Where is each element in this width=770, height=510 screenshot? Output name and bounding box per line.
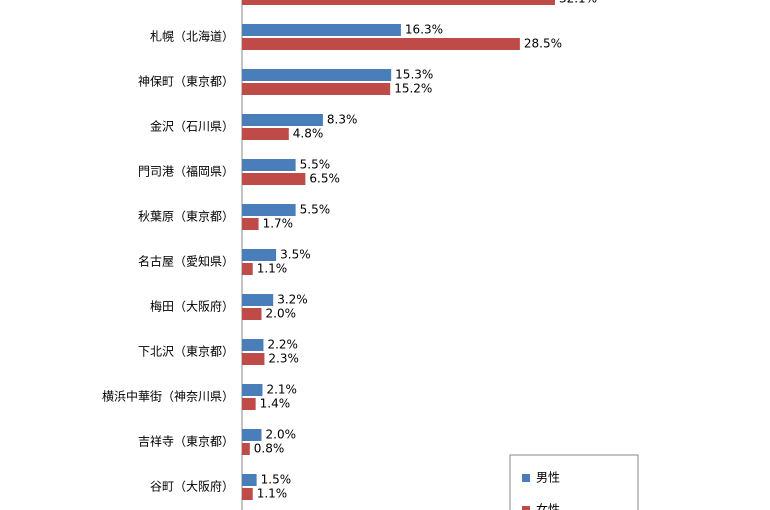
bar (242, 38, 520, 50)
bar (242, 443, 250, 455)
value-label: 1.5% (261, 473, 292, 487)
value-label: 1.1% (257, 262, 288, 276)
category-label: 下北沢（東京都） (138, 345, 234, 359)
bar (242, 128, 289, 140)
value-label: 3.5% (280, 248, 311, 262)
bar (242, 384, 263, 396)
bar (242, 114, 323, 126)
value-label: 2.2% (267, 338, 298, 352)
category-label: 金沢（石川県） (150, 119, 234, 134)
legend-label: 男性 (536, 471, 560, 485)
value-label: 15.2% (394, 82, 432, 96)
value-label: 1.1% (257, 487, 288, 501)
bar (242, 398, 256, 410)
category-label: 吉祥寺（東京都） (138, 435, 234, 449)
legend-swatch (522, 506, 530, 510)
category-label: 横浜中華街（神奈川県） (102, 389, 234, 404)
legend (509, 454, 639, 510)
bar (242, 353, 265, 365)
bar (242, 308, 262, 320)
bar (242, 339, 264, 351)
value-label: 2.3% (268, 352, 299, 366)
category-label: 門司港（福岡県） (138, 164, 234, 179)
category-label: 秋葉原（東京都） (138, 210, 234, 224)
bar (242, 69, 392, 81)
value-label: 28.5% (524, 37, 562, 51)
bar (242, 249, 277, 261)
category-label: 谷町（大阪府） (150, 479, 234, 494)
bar (242, 429, 262, 441)
category-label: 名古屋（愛知県） (138, 254, 234, 269)
bar (242, 173, 306, 185)
category-label: 梅田（大阪府） (150, 299, 234, 314)
value-label: 8.3% (327, 113, 358, 127)
bar (242, 0, 555, 5)
value-label: 32.1% (559, 0, 597, 6)
value-label: 16.3% (405, 23, 443, 37)
value-label: 0.8% (254, 442, 284, 456)
bar (242, 263, 253, 275)
value-label: 1.4% (260, 397, 291, 411)
bar (242, 294, 274, 306)
bar (242, 218, 259, 230)
value-label: 2.0% (266, 428, 297, 442)
value-label: 6.5% (309, 172, 340, 186)
value-label: 1.7% (263, 217, 294, 231)
value-label: 5.5% (300, 158, 331, 172)
bar (242, 83, 391, 95)
value-label: 2.1% (266, 383, 297, 397)
value-label: 4.8% (293, 127, 324, 141)
legend-swatch (522, 474, 530, 482)
value-label: 15.3% (395, 68, 433, 82)
bar (242, 488, 253, 500)
category-label: 札幌（北海道） (150, 29, 234, 44)
value-label: 2.0% (266, 307, 297, 321)
category-label: 神保町（東京都） (138, 75, 234, 89)
value-label: 3.2% (277, 293, 308, 307)
bar (242, 159, 296, 171)
bar (242, 204, 296, 216)
bar (242, 24, 401, 36)
value-label: 5.5% (300, 203, 331, 217)
legend-label: 女性 (536, 502, 560, 510)
bar (242, 474, 257, 486)
